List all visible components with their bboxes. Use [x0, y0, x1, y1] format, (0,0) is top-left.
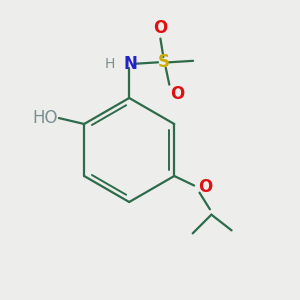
Text: HO: HO	[32, 109, 58, 127]
Text: O: O	[198, 178, 212, 196]
Text: S: S	[158, 53, 169, 71]
Text: O: O	[153, 19, 167, 37]
Text: H: H	[105, 57, 115, 71]
Text: O: O	[170, 85, 184, 103]
Text: N: N	[124, 55, 138, 73]
